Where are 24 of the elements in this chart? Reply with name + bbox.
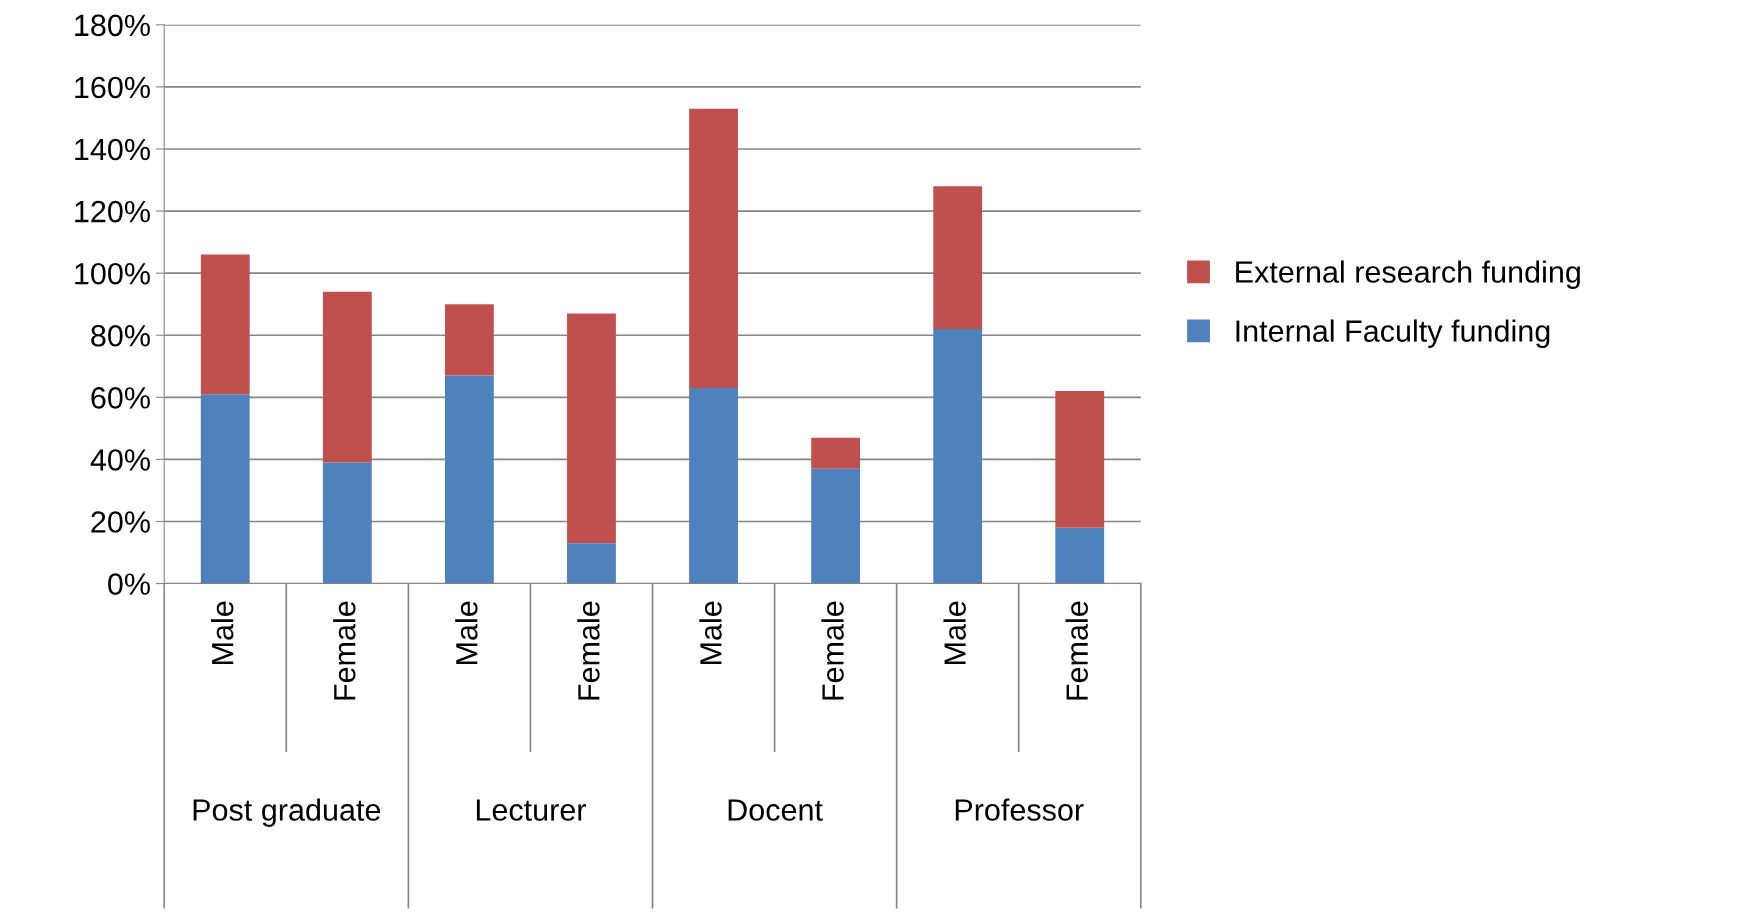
x-tick-label: Male — [211, 601, 234, 664]
y-tick-label: 180% — [75, 14, 150, 37]
text: Lecturer — [476, 799, 586, 821]
legend-label: Internal Faculty funding — [1236, 319, 1550, 348]
y-tick-label: 60% — [91, 387, 150, 409]
text: Professor — [955, 798, 1084, 821]
x-tick-label: Female — [1065, 601, 1088, 700]
y-tick-label: 120% — [75, 200, 150, 223]
x-tick-label: Female — [333, 601, 356, 700]
y-tick-label: 140% — [75, 138, 150, 161]
x-tick-label: Female — [821, 601, 844, 700]
text: Docent — [728, 799, 823, 821]
y-tick-label: 20% — [91, 511, 150, 533]
legend-label: External research funding — [1236, 260, 1580, 289]
x-tick-label: Male — [455, 601, 478, 664]
x-tick-label: Male — [699, 601, 722, 664]
y-tick-label: 0% — [108, 573, 150, 595]
y-tick-label: 160% — [75, 76, 150, 99]
x-tick-label: Male — [943, 601, 966, 664]
x-tick-label: Female — [577, 601, 600, 700]
text: Post graduate — [193, 798, 381, 827]
y-tick-label: 40% — [90, 449, 150, 471]
y-tick-label: 100% — [75, 262, 150, 285]
y-tick-label: 80% — [91, 324, 150, 347]
